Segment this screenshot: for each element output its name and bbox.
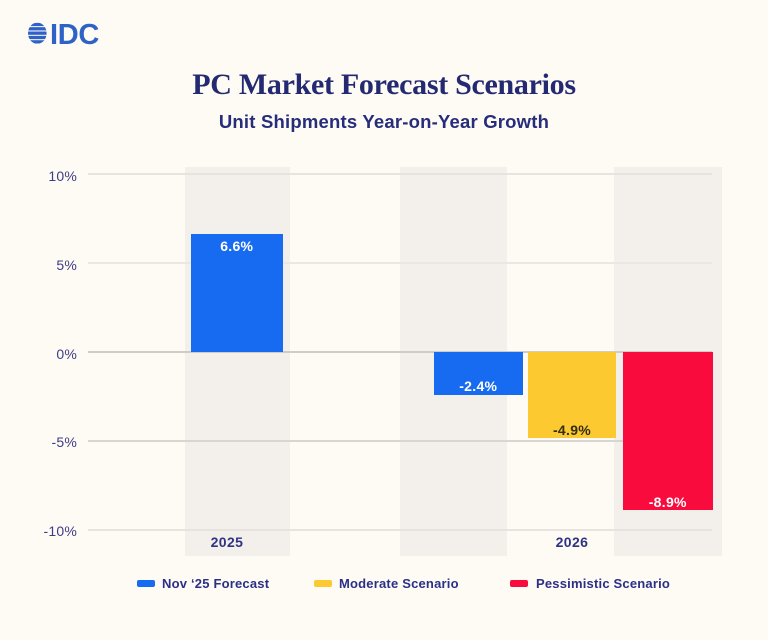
svg-text:IDC: IDC xyxy=(50,21,99,47)
